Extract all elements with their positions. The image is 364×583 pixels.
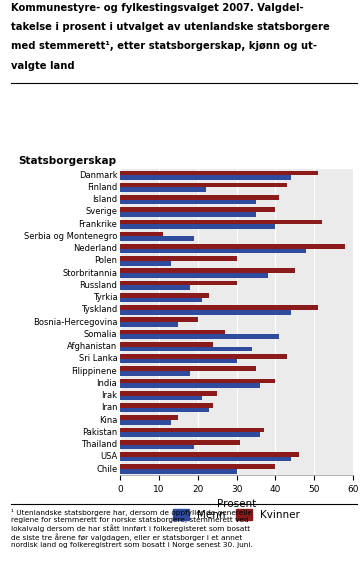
X-axis label: Prosent: Prosent	[217, 500, 256, 510]
Text: ¹ Utenlandske statsborgere har, dersom de oppfyller de generelle
reglene for ste: ¹ Utenlandske statsborgere har, dersom d…	[11, 509, 253, 548]
Bar	[120, 359, 237, 363]
Bar	[120, 420, 171, 424]
Bar	[120, 367, 256, 371]
Bar	[120, 293, 209, 298]
Text: Statsborgerskap: Statsborgerskap	[18, 156, 116, 166]
Bar	[120, 318, 198, 322]
Bar	[120, 322, 178, 326]
Bar	[120, 330, 225, 335]
Bar	[120, 208, 276, 212]
Legend: Menn, Kvinner: Menn, Kvinner	[173, 510, 300, 520]
Bar	[120, 391, 217, 395]
Text: takelse i prosent i utvalget av utenlandske statsborgere: takelse i prosent i utvalget av utenland…	[11, 22, 330, 32]
Bar	[120, 310, 291, 314]
Bar	[120, 346, 252, 351]
Bar	[120, 342, 213, 346]
Bar	[120, 465, 276, 469]
Bar	[120, 452, 299, 457]
Bar	[120, 379, 276, 384]
Bar	[120, 335, 279, 339]
Bar	[120, 281, 237, 286]
Bar	[120, 408, 209, 412]
Bar	[120, 305, 318, 310]
Bar	[120, 403, 213, 408]
Bar	[120, 244, 345, 248]
Bar	[120, 199, 256, 204]
Text: med stemmerett¹, etter statsborgerskap, kjønn og ut-: med stemmerett¹, etter statsborgerskap, …	[11, 41, 317, 51]
Bar	[120, 237, 194, 241]
Bar	[120, 286, 190, 290]
Bar	[120, 445, 194, 449]
Bar	[120, 354, 287, 359]
Bar	[120, 175, 291, 180]
Bar	[120, 273, 268, 278]
Bar	[120, 396, 202, 400]
Bar	[120, 232, 163, 237]
Bar	[120, 371, 190, 375]
Bar	[120, 433, 260, 437]
Bar	[120, 428, 264, 432]
Text: valgte land: valgte land	[11, 61, 75, 71]
Bar	[120, 183, 287, 188]
Bar	[120, 212, 256, 216]
Bar	[120, 248, 306, 253]
Bar	[120, 195, 279, 199]
Text: Kommunestyre- og fylkestingsvalget 2007. Valgdel-: Kommunestyre- og fylkestingsvalget 2007.…	[11, 3, 304, 13]
Bar	[120, 171, 318, 175]
Bar	[120, 269, 295, 273]
Bar	[120, 457, 291, 461]
Bar	[120, 261, 171, 265]
Bar	[120, 188, 206, 192]
Bar	[120, 440, 241, 444]
Bar	[120, 220, 322, 224]
Bar	[120, 224, 276, 229]
Bar	[120, 257, 237, 261]
Bar	[120, 469, 237, 473]
Bar	[120, 416, 178, 420]
Bar	[120, 384, 260, 388]
Bar	[120, 298, 202, 302]
